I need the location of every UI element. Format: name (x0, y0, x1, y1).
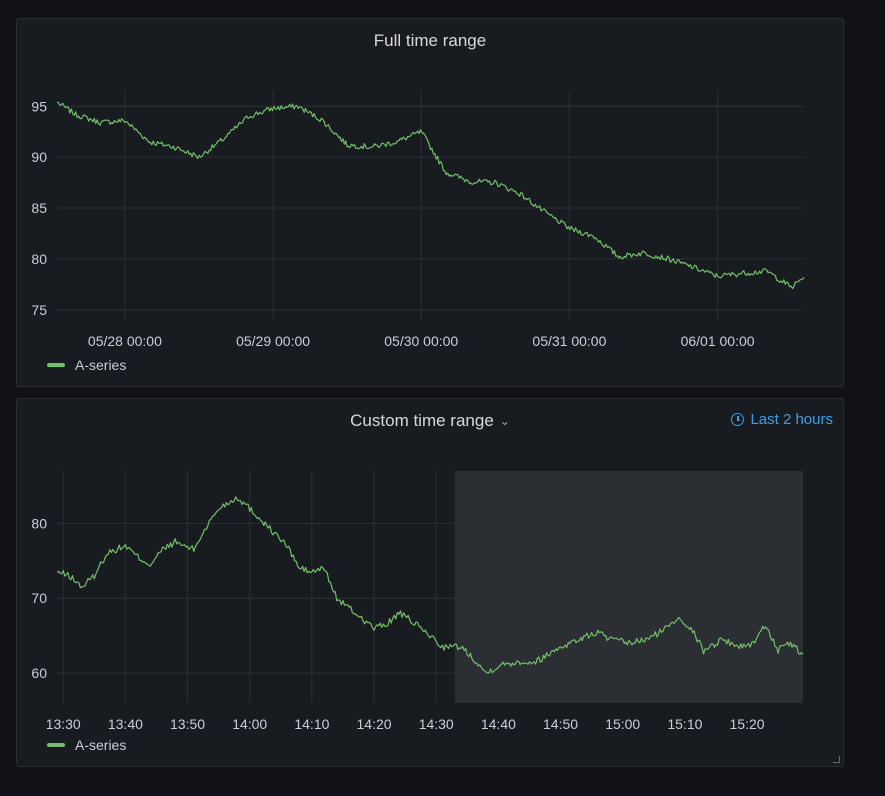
x-tick-label: 06/01 00:00 (681, 333, 755, 349)
x-tick-label: 13:30 (46, 716, 81, 732)
panel-full-time-range[interactable]: Full time range 95 90 85 80 75 05/28 00:00 05/… (16, 18, 844, 387)
x-tick-label: 05/31 00:00 (532, 333, 606, 349)
x-tick-label: 05/28 00:00 (88, 333, 162, 349)
y-tick-label: 95 (31, 98, 47, 114)
x-tick-label: 13:50 (170, 716, 205, 732)
y-tick-label: 75 (31, 302, 47, 318)
x-tick-label: 14:30 (419, 716, 454, 732)
series-line-a-series[interactable] (56, 101, 805, 290)
legend-swatch (47, 743, 65, 747)
panel-title-text[interactable]: Custom time range (350, 411, 494, 430)
x-tick-label: 05/29 00:00 (236, 333, 310, 349)
x-tick-label: 14:40 (481, 716, 516, 732)
y-tick-label: 90 (31, 149, 47, 165)
y-tick-label: 70 (31, 590, 47, 606)
panel-custom-time-range[interactable]: Custom time range ⌄ Last 2 hours 80 70 60 13… (16, 398, 844, 767)
legend: A-series (47, 357, 126, 373)
x-tick-label: 15:00 (605, 716, 640, 732)
panel-title[interactable]: Custom time range ⌄ (17, 411, 843, 431)
line-chart: 80 70 60 13:30 13:40 13:50 14:00 14:10 14:20 14:3… (31, 471, 804, 732)
legend-label[interactable]: A-series (75, 737, 127, 753)
y-tick-label: 85 (31, 200, 47, 216)
series-line-a-series[interactable] (56, 496, 804, 674)
y-tick-label: 60 (31, 665, 47, 681)
resize-handle[interactable] (833, 756, 840, 763)
highlight-region (454, 471, 803, 703)
x-tick-label: 15:10 (667, 716, 702, 732)
legend-swatch (47, 363, 65, 367)
chevron-down-icon[interactable]: ⌄ (499, 414, 510, 428)
panel-title[interactable]: Full time range (373, 31, 487, 50)
legend-label[interactable]: A-series (75, 357, 127, 373)
x-tick-label: 13:40 (108, 716, 143, 732)
x-tick-label: 15:20 (730, 716, 765, 732)
legend: A-series (47, 737, 126, 753)
clock-icon (731, 413, 745, 426)
x-tick-label: 14:10 (294, 716, 329, 732)
time-override-info[interactable]: Last 2 hours (731, 411, 833, 428)
time-override-label: Last 2 hours (750, 411, 833, 428)
y-tick-label: 80 (31, 251, 47, 267)
y-tick-label: 80 (31, 515, 47, 531)
x-tick-label: 14:50 (543, 716, 578, 732)
x-tick-label: 14:00 (232, 716, 267, 732)
line-chart: 95 90 85 80 75 05/28 00:00 05/29 00:00 05/30 00… (31, 91, 805, 349)
x-tick-label: 14:20 (357, 716, 392, 732)
x-tick-label: 05/30 00:00 (384, 333, 458, 349)
